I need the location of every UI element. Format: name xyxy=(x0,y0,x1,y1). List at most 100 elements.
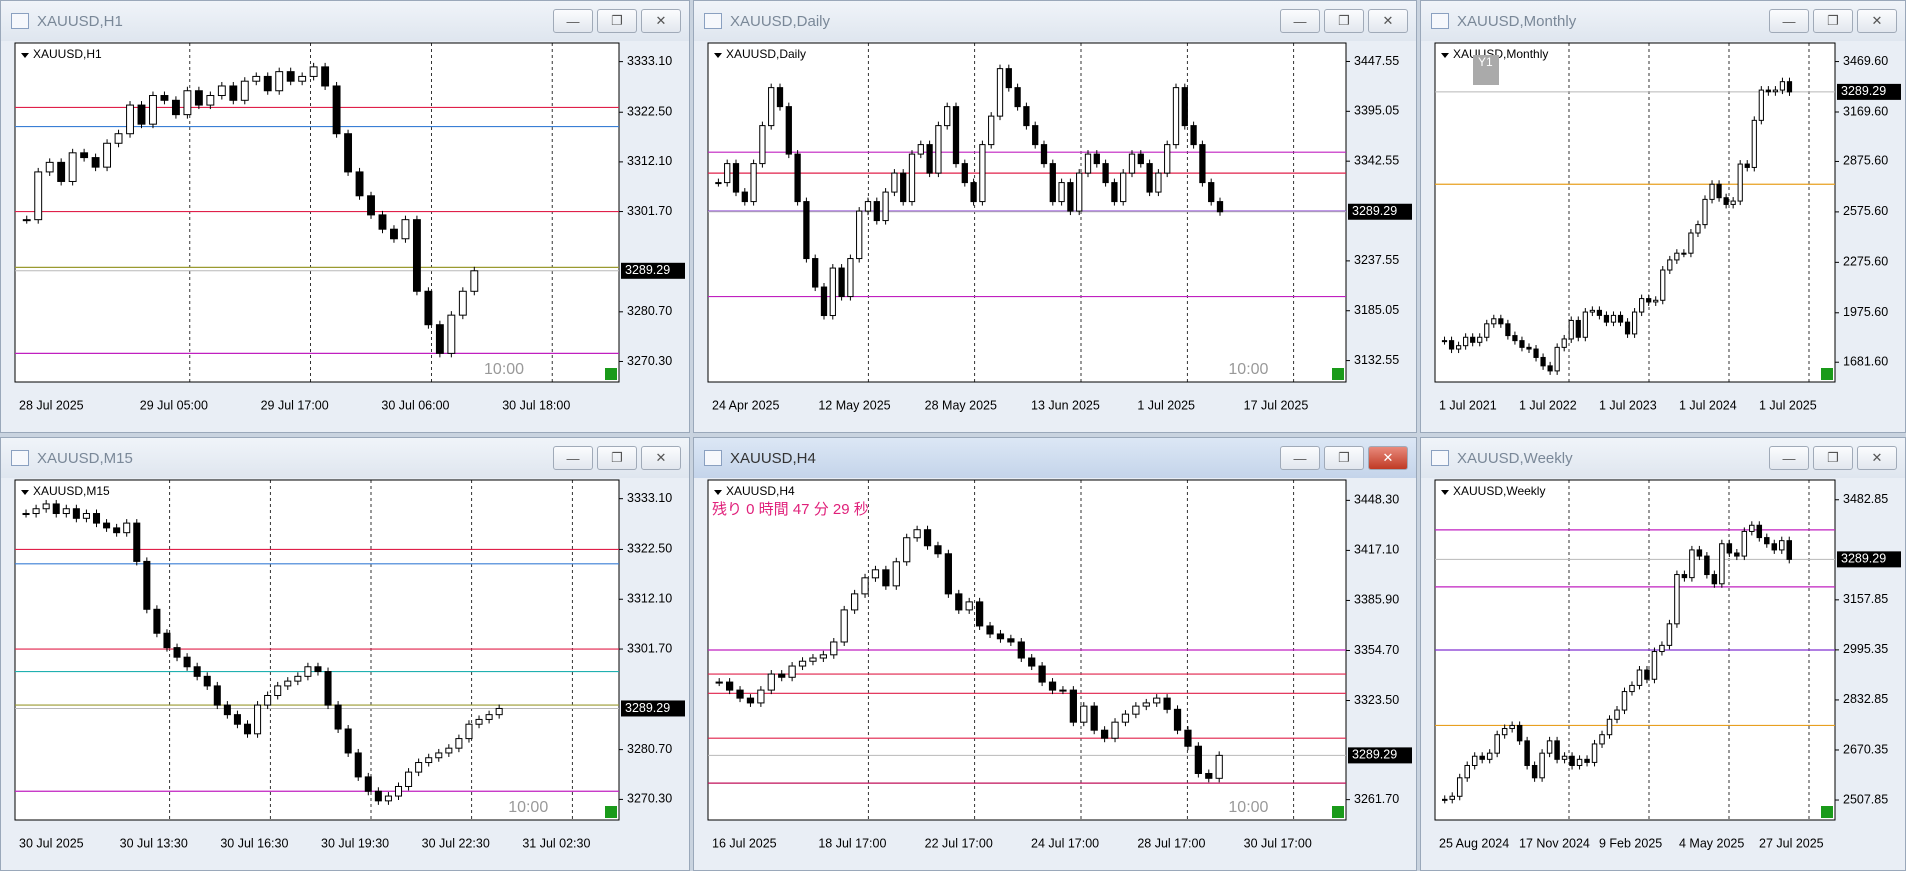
candle xyxy=(1084,153,1092,174)
candle xyxy=(1561,338,1567,348)
status-indicator xyxy=(605,368,617,380)
window-title: XAUUSD,H1 xyxy=(37,12,123,30)
candle xyxy=(390,228,398,240)
maximize-button[interactable]: ❐ xyxy=(1324,9,1364,33)
candle xyxy=(384,795,392,802)
candle xyxy=(133,522,141,562)
candle xyxy=(1448,340,1455,350)
time-label: 31 Jul 02:30 xyxy=(522,836,590,850)
candle xyxy=(1441,798,1448,801)
candle xyxy=(1215,754,1223,779)
time-label: 13 Jun 2025 xyxy=(1031,398,1100,412)
price-box xyxy=(1348,747,1412,764)
close-button[interactable]: ✕ xyxy=(641,446,681,470)
minimize-button[interactable]: — xyxy=(1280,9,1320,33)
chart-window[interactable]: XAUUSD,Weekly — ❐ ✕ 25 Aug 2024 17 Nov 2024 9 … xyxy=(1420,437,1906,871)
close-button[interactable]: ✕ xyxy=(1857,9,1897,33)
maximize-button[interactable]: ❐ xyxy=(597,9,637,33)
time-label: 24 Apr 2025 xyxy=(712,398,779,412)
candle xyxy=(1696,549,1703,557)
candle xyxy=(1711,574,1718,585)
title-bar: XAUUSD,H1 — ❐ ✕ xyxy=(1,1,689,41)
candle xyxy=(126,104,134,135)
minimize-button[interactable]: — xyxy=(553,446,593,470)
window-buttons: — ❐ ✕ xyxy=(553,446,681,470)
close-button[interactable]: ✕ xyxy=(1857,446,1897,470)
maximize-button[interactable]: ❐ xyxy=(1813,9,1853,33)
chart-window[interactable]: XAUUSD,Daily — ❐ ✕ 24 Apr 2025 12 May 2025 28 … xyxy=(693,0,1417,433)
candle xyxy=(1624,321,1631,335)
candle xyxy=(1014,87,1021,108)
candle xyxy=(123,522,131,534)
time-label: 25 Aug 2024 xyxy=(1439,836,1509,850)
maximize-button[interactable]: ❐ xyxy=(597,446,637,470)
time-label: 1 Jul 2023 xyxy=(1599,398,1657,412)
minimize-button[interactable]: — xyxy=(553,9,593,33)
window-buttons: — ❐ ✕ xyxy=(1280,446,1408,470)
badge-label: Y1 xyxy=(1478,55,1493,69)
chart-window[interactable]: XAUUSD,H4 — ❐ ✕ 16 Jul 2025 18 Jul 17:00 22 Ju… xyxy=(693,437,1417,871)
candle xyxy=(1128,153,1136,174)
candle xyxy=(1181,87,1188,127)
candle xyxy=(829,267,836,317)
symbol-label: XAUUSD,Daily xyxy=(726,47,806,61)
candle xyxy=(435,752,443,759)
candle xyxy=(1667,259,1673,271)
chart-window[interactable]: XAUUSD,Monthly — ❐ ✕ 1 Jul 2021 1 Jul 2022 1 J… xyxy=(1420,0,1906,433)
title-bar: XAUUSD,Monthly — ❐ ✕ xyxy=(1421,1,1905,41)
candle xyxy=(1163,697,1171,710)
price-label: 3447.55 xyxy=(1354,54,1399,68)
candle xyxy=(1067,182,1074,212)
window-buttons: — ❐ ✕ xyxy=(1280,9,1408,33)
candle xyxy=(1531,764,1538,779)
candle xyxy=(80,152,89,159)
minimize-button[interactable]: — xyxy=(1280,446,1320,470)
candle xyxy=(355,171,364,197)
candle xyxy=(1644,669,1650,680)
symbol-label: XAUUSD,H4 xyxy=(726,484,795,498)
minimize-button[interactable]: — xyxy=(1769,9,1809,33)
candle xyxy=(913,529,921,539)
candle xyxy=(1749,524,1755,532)
close-button[interactable]: ✕ xyxy=(1368,9,1408,33)
candle xyxy=(1049,163,1056,203)
time-label: 28 May 2025 xyxy=(925,398,997,412)
time-label: 30 Jul 06:00 xyxy=(381,398,449,412)
price-label: 3301.70 xyxy=(627,204,672,218)
price-label: 3342.55 xyxy=(1354,153,1399,167)
plot-area xyxy=(14,479,620,821)
candle xyxy=(1786,540,1793,560)
candle xyxy=(1455,345,1462,350)
candle xyxy=(1617,314,1624,323)
maximize-button[interactable]: ❐ xyxy=(1324,446,1364,470)
candle xyxy=(1484,323,1490,338)
chart-window[interactable]: XAUUSD,H1 — ❐ ✕ 28 Jul 2025 29 Jul 05:00 29 Ju… xyxy=(0,0,690,433)
candle xyxy=(68,152,77,182)
candle xyxy=(153,608,161,634)
candle xyxy=(1772,89,1779,93)
minimize-button[interactable]: — xyxy=(1769,446,1809,470)
candle xyxy=(1216,201,1224,213)
price-label: 3280.70 xyxy=(627,742,672,756)
close-button[interactable]: ✕ xyxy=(1368,446,1408,470)
time-label: 9 Feb 2025 xyxy=(1599,836,1662,850)
candle xyxy=(1653,299,1659,303)
candle xyxy=(1568,319,1574,340)
maximize-button[interactable]: ❐ xyxy=(1813,446,1853,470)
candle xyxy=(788,665,796,678)
candle xyxy=(1765,89,1771,93)
candle xyxy=(1771,543,1778,551)
candle xyxy=(1111,182,1118,203)
candle xyxy=(233,714,241,725)
candle xyxy=(294,675,302,682)
close-button[interactable]: ✕ xyxy=(641,9,681,33)
candle xyxy=(1702,198,1708,226)
time-label: 22 Jul 17:00 xyxy=(925,836,993,850)
menu-triangle xyxy=(21,53,29,58)
candle xyxy=(1603,314,1610,323)
chart-window[interactable]: XAUUSD,M15— ❐ ✕ 30 Jul 2025 30 Jul 13:30 30 J… xyxy=(0,437,690,871)
candle xyxy=(1726,543,1733,554)
candle xyxy=(1591,743,1598,763)
candle xyxy=(1576,758,1583,766)
candle xyxy=(1589,309,1595,313)
